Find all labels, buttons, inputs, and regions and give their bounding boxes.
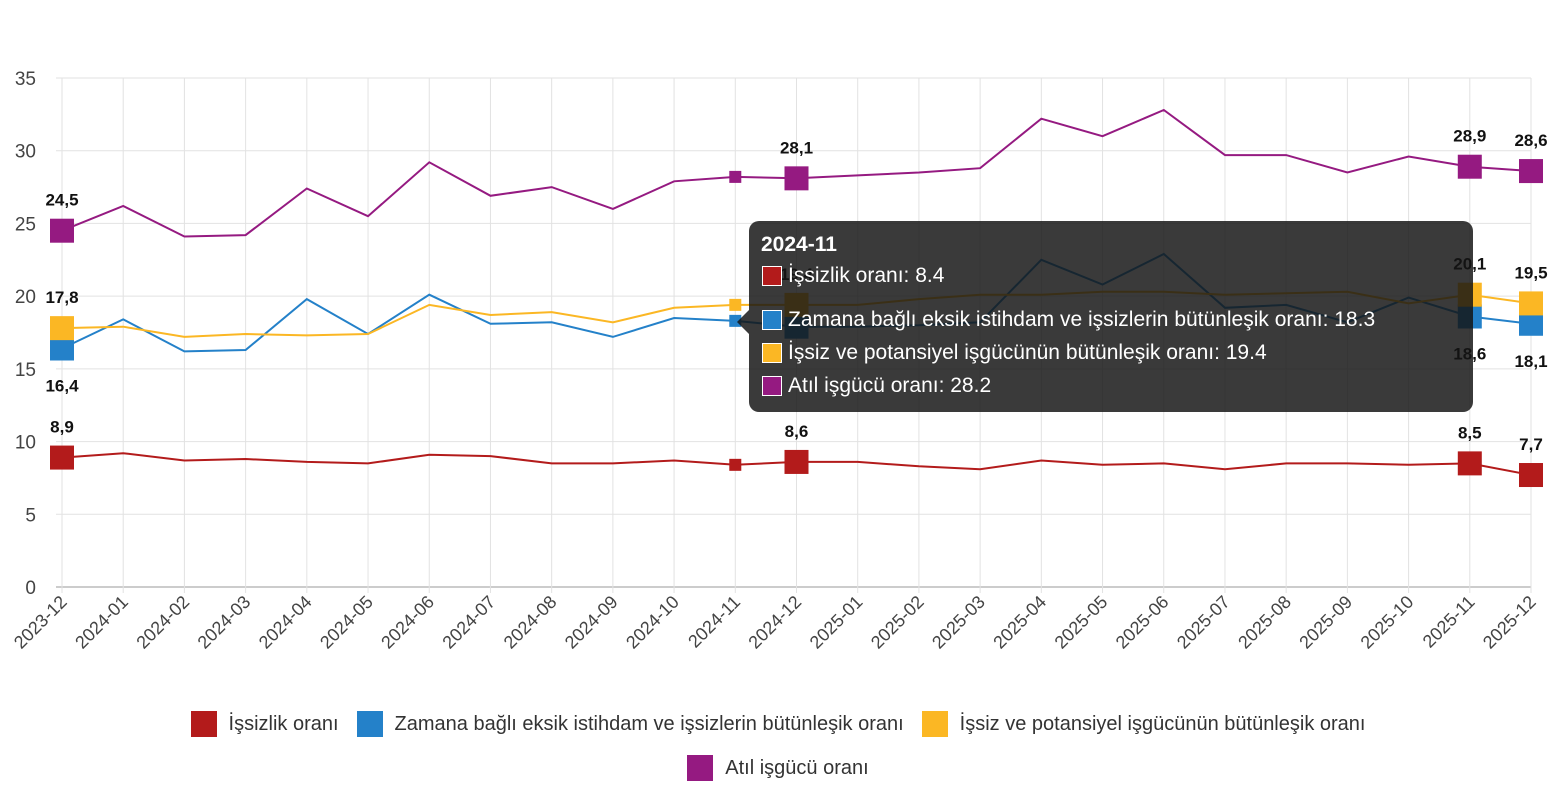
x-tick-label: 2024-01 <box>71 592 132 653</box>
y-tick-label: 5 <box>25 505 36 526</box>
x-tick-label: 2025-06 <box>1112 592 1173 653</box>
tooltip-arrow <box>737 310 749 334</box>
legend-label: İşsiz ve potansiyel işgücünün bütünleşik… <box>959 712 1366 735</box>
data-labels: 8,98,68,57,716,418,618,117,819,420,119,5… <box>45 127 1547 454</box>
data-point-marker <box>1519 159 1543 184</box>
tooltip-row-issiz-potansiyel: İşsiz ve potansiyel işgücünün bütünleşik… <box>762 341 1267 364</box>
x-tick-label: 2025-11 <box>1419 592 1479 652</box>
x-tick-label: 2024-12 <box>744 592 805 653</box>
data-label: 28,9 <box>1453 127 1486 146</box>
data-label: 8,9 <box>50 418 74 437</box>
legend-item-zamana-bagli[interactable]: Zamana bağlı eksik istihdam ve işsizleri… <box>356 711 904 737</box>
data-point-marker <box>784 449 809 474</box>
x-tick-label: 2025-12 <box>1479 592 1540 653</box>
data-point-marker <box>50 316 74 341</box>
x-tick-label: 2025-10 <box>1357 592 1418 653</box>
chart-tooltip: 2024-11 İşsizlik oranı: 8.4 Zamana bağlı… <box>737 221 1473 412</box>
y-tick-label: 15 <box>15 360 36 381</box>
legend-swatch <box>687 755 714 781</box>
data-point-marker <box>1457 154 1482 179</box>
data-point-marker <box>1519 463 1543 488</box>
x-tick-label: 2024-04 <box>255 592 316 653</box>
data-point-marker <box>1519 311 1543 336</box>
x-tick-label: 2024-11 <box>684 592 744 652</box>
data-point-marker <box>50 445 74 470</box>
legend-label: Zamana bağlı eksik istihdam ve işsizleri… <box>394 712 904 735</box>
legend-label: İşsizlik oranı <box>228 712 339 735</box>
y-tick-label: 0 <box>25 578 36 599</box>
hover-point-marker <box>729 458 742 471</box>
tooltip-row-text: Zamana bağlı eksik istihdam ve işsizleri… <box>788 308 1376 331</box>
x-tick-label: 2024-07 <box>438 592 499 653</box>
y-tick-label: 30 <box>15 142 36 163</box>
x-tick-label: 2025-04 <box>989 592 1050 653</box>
legend-row: Atıl işgücü oranı <box>0 746 1556 790</box>
legend-swatch <box>921 711 948 737</box>
x-tick-label: 2025-05 <box>1051 592 1112 653</box>
tooltip-swatch-yellow <box>762 343 782 363</box>
legend-item-issizlik[interactable]: İşsizlik oranı <box>190 711 339 737</box>
tooltip-row-text: Atıl işgücü oranı: 28.2 <box>788 374 992 397</box>
legend-swatch <box>190 711 217 737</box>
tooltip-swatch-red <box>762 266 782 286</box>
x-tick-label: 2025-01 <box>806 592 867 653</box>
x-tick-label: 2024-06 <box>377 592 438 653</box>
y-tick-label: 20 <box>15 287 36 308</box>
chart-legend: İşsizlik oranı Zamana bağlı eksik istihd… <box>0 702 1556 790</box>
x-tick-label: 2025-02 <box>867 592 928 653</box>
x-tick-label: 2023-12 <box>10 592 71 653</box>
data-point-marker <box>784 166 809 191</box>
data-label: 28,6 <box>1514 131 1547 150</box>
data-label: 28,1 <box>780 138 813 157</box>
tooltip-row-zamana-bagli: Zamana bağlı eksik istihdam ve işsizleri… <box>762 308 1376 331</box>
tooltip-row-text: İşsizlik oranı: 8.4 <box>788 264 945 287</box>
x-tick-label: 2024-08 <box>500 592 561 653</box>
data-point-marker <box>1457 451 1482 476</box>
x-tick-label: 2025-03 <box>928 592 989 653</box>
data-point-marker <box>50 218 74 243</box>
data-label: 7,7 <box>1519 435 1543 454</box>
hover-point-marker <box>729 298 742 311</box>
tooltip-row-text: İşsiz ve potansiyel işgücünün bütünleşik… <box>788 341 1267 364</box>
x-tick-label: 2025-08 <box>1234 592 1295 653</box>
data-point-marker <box>50 336 74 361</box>
tooltip-row-issizlik: İşsizlik oranı: 8.4 <box>762 264 945 287</box>
data-label: 8,5 <box>1458 423 1482 442</box>
data-label: 16,4 <box>45 376 79 395</box>
legend-label: Atıl işgücü oranı <box>725 756 869 779</box>
legend-item-issiz-potansiyel[interactable]: İşsiz ve potansiyel işgücünün bütünleşik… <box>921 711 1366 737</box>
data-point-marker <box>1519 291 1543 316</box>
y-axis: 0 5 10 15 20 25 30 35 <box>15 69 36 599</box>
x-axis: 2023-12 2024-01 2024-02 2024-03 2024-04 2024-… <box>10 592 1540 653</box>
y-tick-label: 35 <box>15 69 36 90</box>
tooltip-swatch-blue <box>762 310 782 330</box>
data-label: 18,1 <box>1514 352 1547 371</box>
x-tick-label: 2025-07 <box>1173 592 1234 653</box>
x-tick-label: 2024-03 <box>194 592 255 653</box>
tooltip-row-atil-isgucu: Atıl işgücü oranı: 28.2 <box>762 374 992 397</box>
data-label: 8,6 <box>785 422 809 441</box>
tooltip-swatch-purple <box>762 376 782 396</box>
y-tick-label: 25 <box>15 214 36 235</box>
x-tick-label: 2024-02 <box>132 592 193 653</box>
x-tick-label: 2025-09 <box>1295 592 1356 653</box>
hover-point-marker <box>729 170 742 183</box>
x-tick-label: 2024-05 <box>316 592 377 653</box>
x-tick-label: 2024-10 <box>622 592 683 653</box>
x-tick-label: 2024-09 <box>561 592 622 653</box>
data-label: 17,8 <box>45 288 78 307</box>
data-label: 19,5 <box>1514 263 1547 282</box>
y-tick-label: 10 <box>15 433 36 454</box>
data-label: 24,5 <box>45 191 78 210</box>
legend-item-atil-isgucu[interactable]: Atıl işgücü oranı <box>687 755 869 781</box>
tooltip-title: 2024-11 <box>761 233 837 256</box>
legend-swatch <box>356 711 383 737</box>
legend-row: İşsizlik oranı Zamana bağlı eksik istihd… <box>0 702 1556 746</box>
